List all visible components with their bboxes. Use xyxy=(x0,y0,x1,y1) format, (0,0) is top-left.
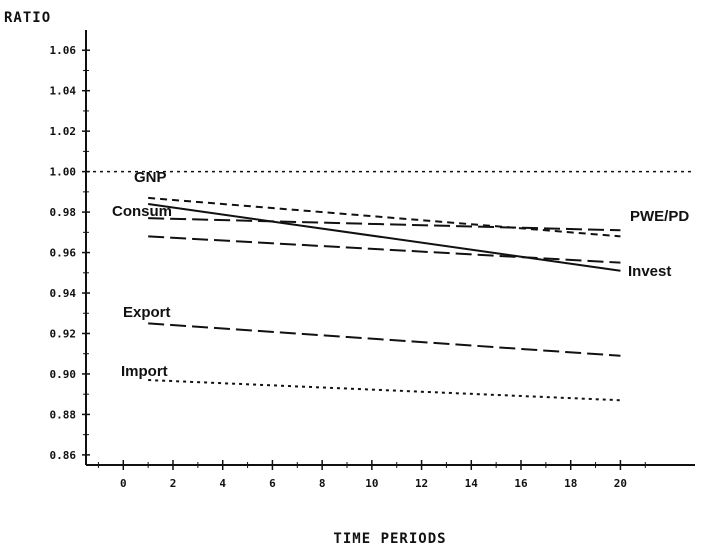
x-tick-label: 0 xyxy=(120,477,127,490)
x-tick-label: 20 xyxy=(614,477,627,490)
series-label-import: Import xyxy=(121,363,168,380)
y-axis-title: RATIO xyxy=(4,10,51,26)
series-line-import xyxy=(148,379,621,402)
series-lines xyxy=(148,196,621,402)
series-label-export: Export xyxy=(123,304,171,321)
x-tick-label: 6 xyxy=(269,477,276,490)
y-tick-label: 1.06 xyxy=(50,44,77,57)
x-tick-label: 8 xyxy=(319,477,326,490)
series-label-gnp: GNP xyxy=(134,169,167,186)
x-tick-label: 12 xyxy=(415,477,428,490)
x-tick-label: 16 xyxy=(514,477,528,490)
axes: 0.86 0.88 0.90 0.92 0.94 0.96 0.98 1.00 1.02 1.04… xyxy=(50,30,695,490)
series-line-export xyxy=(148,322,621,357)
series-label-pwe-pd: PWE/PD xyxy=(630,208,689,225)
x-tick-label: 14 xyxy=(465,477,479,490)
series-label-invest: Invest xyxy=(628,263,671,280)
y-tick-label: 0.98 xyxy=(50,206,77,219)
y-tick-label: 0.90 xyxy=(50,368,77,381)
y-tick-label: 1.02 xyxy=(50,125,77,138)
y-tick-label: 0.94 xyxy=(50,287,77,300)
series-line-pwe-pd xyxy=(148,217,621,232)
x-tick-label: 18 xyxy=(564,477,577,490)
x-tick-label: 10 xyxy=(365,477,378,490)
x-tick-label: 4 xyxy=(219,477,226,490)
series-line-invest xyxy=(148,203,621,272)
series-line-gnp xyxy=(148,196,621,238)
series-line-consum xyxy=(148,235,621,264)
x-axis-title: TIME PERIODS xyxy=(333,531,446,547)
series-label-consum: Consum xyxy=(112,203,172,220)
x-tick-label: 2 xyxy=(170,477,177,490)
y-tick-label: 0.96 xyxy=(50,247,77,260)
y-tick-label: 0.92 xyxy=(50,327,77,340)
y-tick-label: 1.00 xyxy=(50,166,77,179)
y-tick-label: 1.04 xyxy=(50,85,77,98)
y-tick-label: 0.86 xyxy=(50,449,77,462)
series-labels: GNP PWE/PD Consum Invest Export Import xyxy=(112,169,689,380)
y-tick-label: 0.88 xyxy=(50,408,77,421)
